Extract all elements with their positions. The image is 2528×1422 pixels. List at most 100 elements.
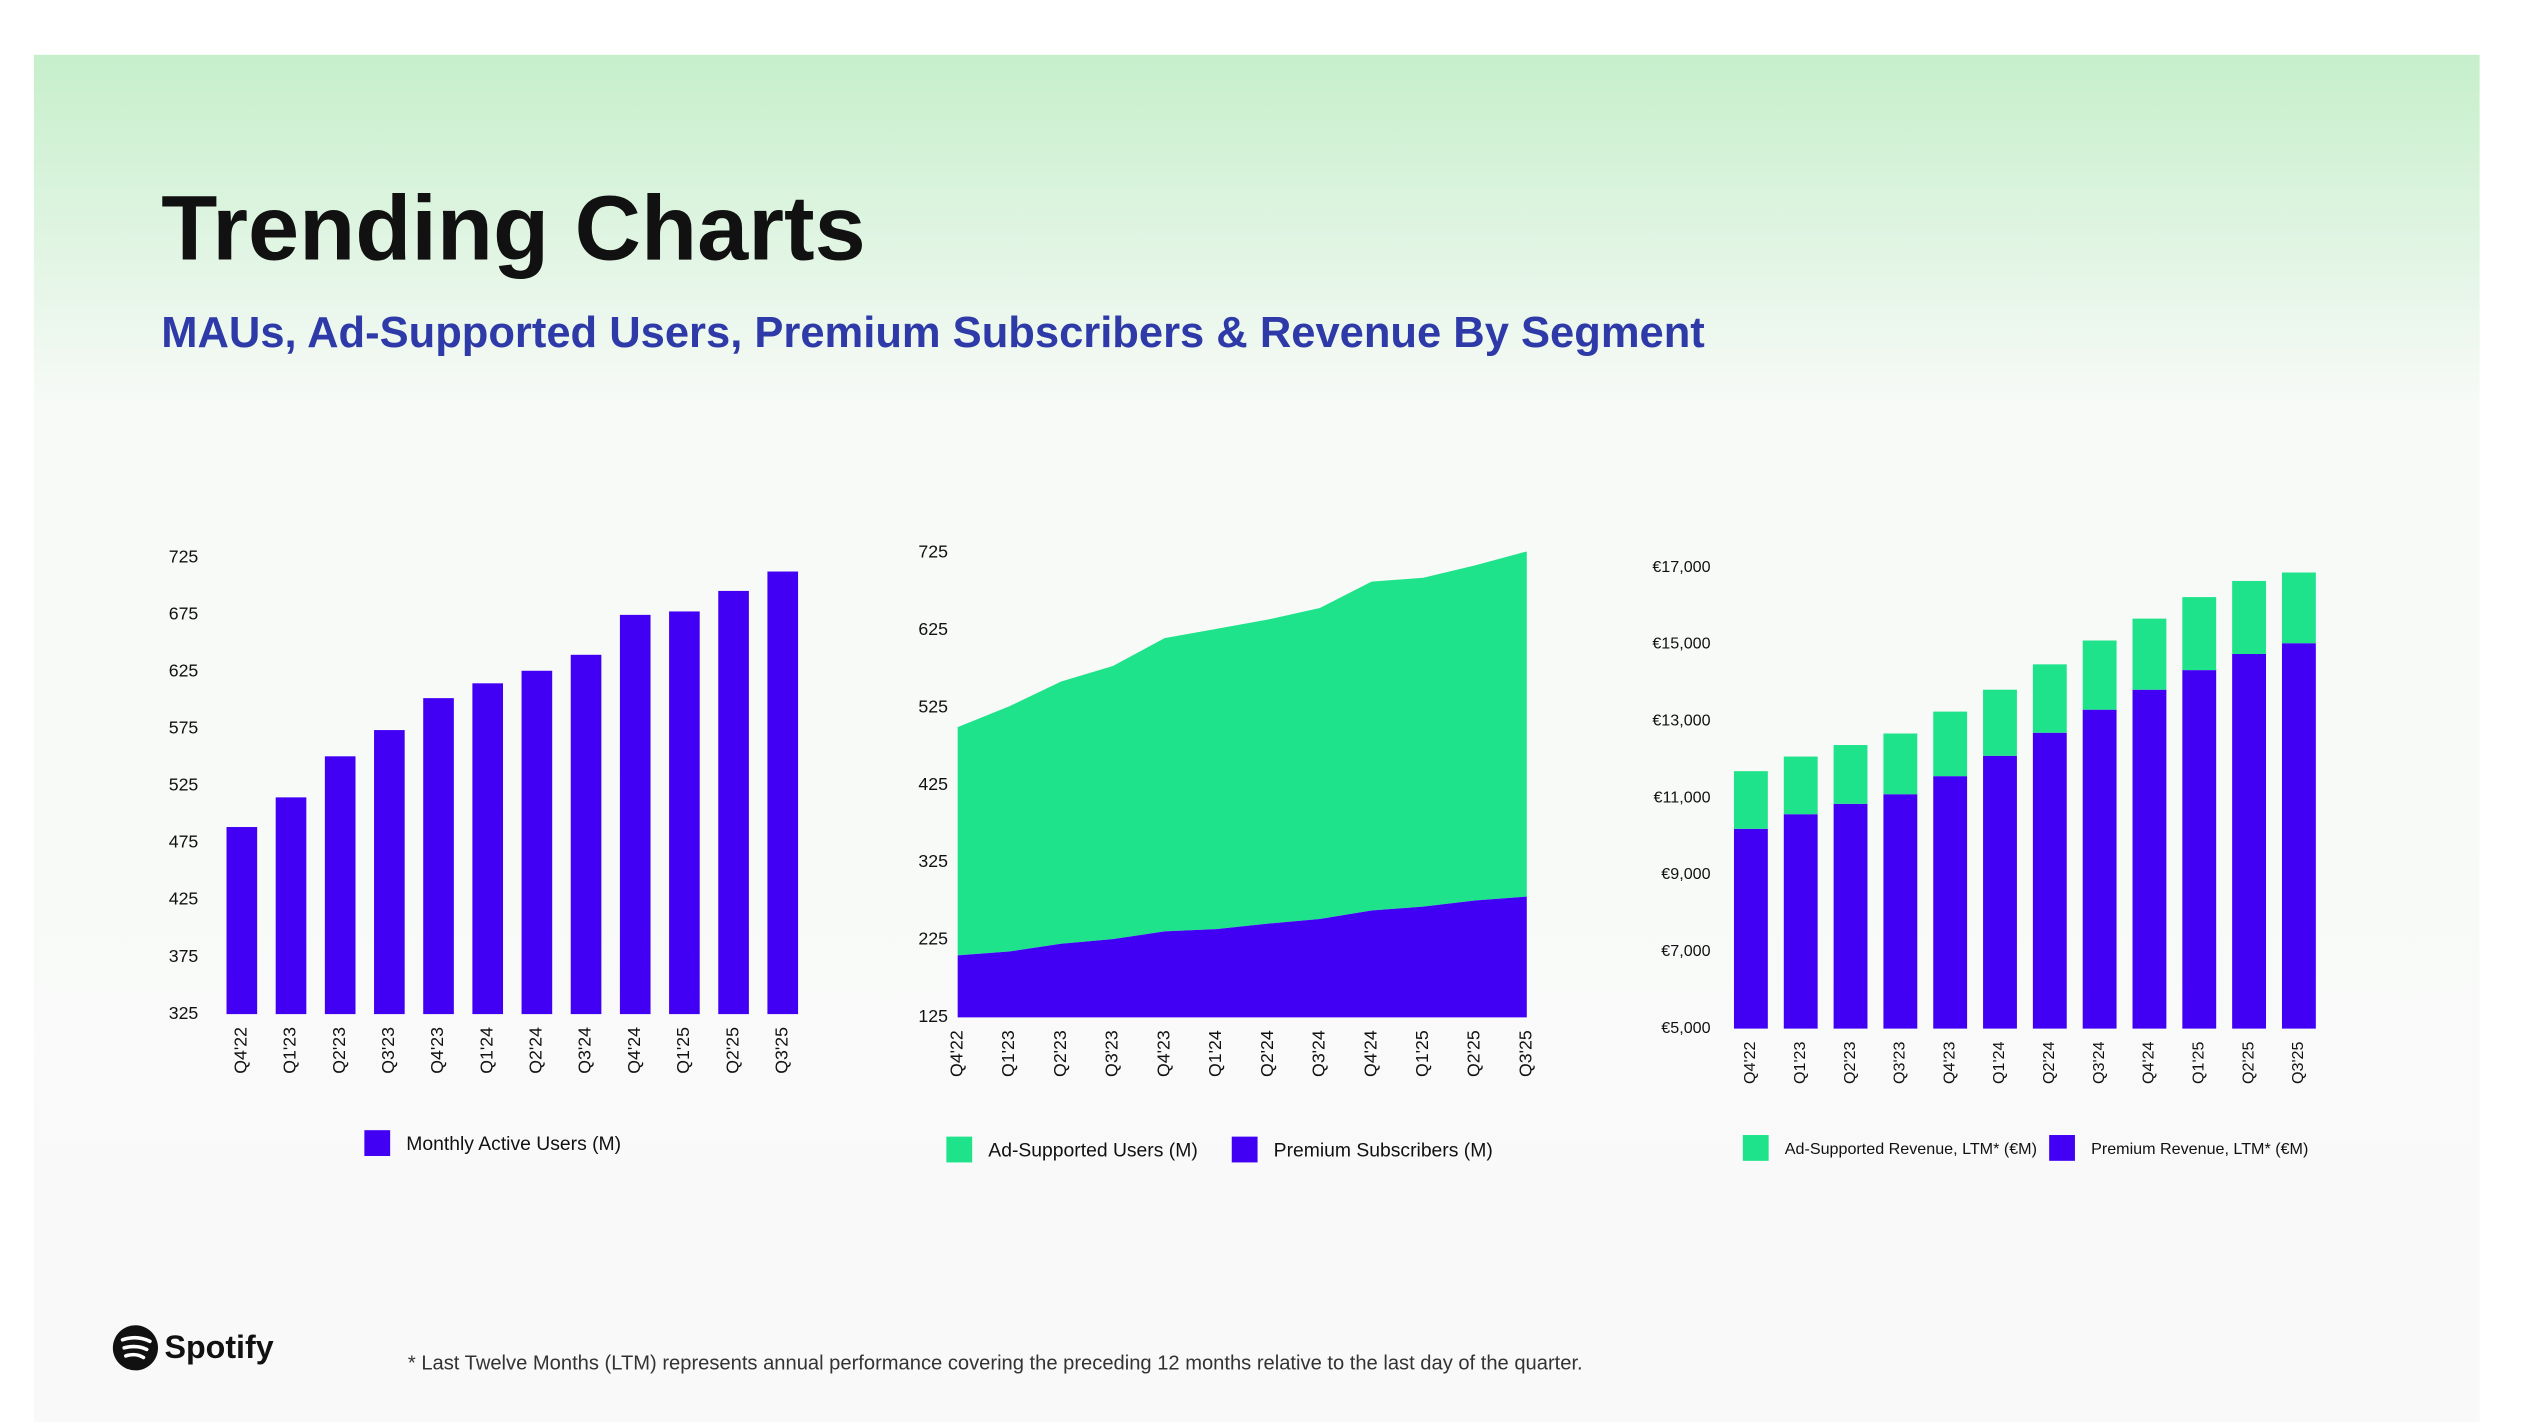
legend-swatch xyxy=(1231,1136,1258,1163)
bar xyxy=(1983,689,2017,756)
title: Trending Charts xyxy=(161,178,865,280)
x-tick-label: Q4'24 xyxy=(624,1027,644,1074)
bar xyxy=(472,683,504,1015)
subtitle: MAUs, Ad-Supported Users, Premium Subscr… xyxy=(161,309,1705,357)
spotify-logo: Spotify xyxy=(112,1325,274,1371)
x-tick-label: Q3'25 xyxy=(1515,1030,1535,1077)
y-tick-label: 525 xyxy=(169,775,199,795)
y-tick-label: €17,000 xyxy=(1652,558,1710,576)
y-tick-label: 225 xyxy=(918,929,948,949)
bar xyxy=(1983,755,2017,1029)
area xyxy=(957,551,1527,956)
bar xyxy=(2082,640,2117,710)
bar xyxy=(2182,597,2217,671)
x-tick-label: Q2'25 xyxy=(2239,1041,2257,1084)
x-tick-label: Q3'24 xyxy=(575,1027,595,1074)
x-tick-label: Q2'25 xyxy=(722,1027,742,1074)
x-tick-label: Q4'23 xyxy=(1153,1030,1173,1077)
bar xyxy=(374,730,405,1015)
legend-label: Premium Revenue, LTM* (€M) xyxy=(2091,1140,2308,1158)
bar xyxy=(2132,689,2167,1029)
legend-label: Ad-Supported Users (M) xyxy=(988,1139,1197,1161)
bar xyxy=(2182,670,2217,1029)
y-tick-label: €5,000 xyxy=(1661,1019,1710,1037)
y-tick-label: 475 xyxy=(169,832,199,852)
y-tick-label: 375 xyxy=(169,946,199,966)
bar xyxy=(275,797,307,1015)
y-tick-label: 425 xyxy=(918,774,948,794)
y-tick-label: 325 xyxy=(169,1003,199,1023)
x-tick-label: Q3'23 xyxy=(378,1027,398,1074)
bar xyxy=(767,571,799,1015)
y-tick-label: 725 xyxy=(918,542,948,562)
bar xyxy=(1833,745,1868,804)
x-tick-label: Q1'23 xyxy=(998,1030,1018,1077)
legend-swatch xyxy=(1742,1135,1769,1161)
x-tick-label: Q1'23 xyxy=(1791,1041,1809,1084)
x-tick-label: Q1'25 xyxy=(673,1027,693,1074)
bar xyxy=(1933,776,1968,1029)
x-tick-label: Q2'24 xyxy=(2040,1041,2058,1084)
x-tick-label: Q4'24 xyxy=(1360,1030,1380,1077)
legend-swatch xyxy=(364,1130,391,1156)
bar xyxy=(1783,814,1818,1029)
bar xyxy=(1733,771,1768,829)
x-tick-label: Q4'22 xyxy=(231,1027,251,1074)
y-tick-label: €9,000 xyxy=(1661,865,1710,883)
bar xyxy=(324,756,356,1015)
x-tick-label: Q4'23 xyxy=(1940,1041,1958,1084)
x-tick-label: Q4'22 xyxy=(1741,1041,1759,1084)
x-tick-label: Q2'23 xyxy=(1050,1030,1070,1077)
bar xyxy=(1783,756,1818,815)
x-tick-label: Q2'25 xyxy=(1464,1030,1484,1077)
bar xyxy=(226,827,258,1015)
x-tick-label: Q2'24 xyxy=(526,1027,546,1074)
y-tick-label: €15,000 xyxy=(1652,635,1710,653)
x-tick-label: Q3'23 xyxy=(1891,1041,1909,1084)
y-tick-label: €13,000 xyxy=(1652,711,1710,729)
y-tick-label: 425 xyxy=(169,889,199,909)
bar xyxy=(2232,580,2267,654)
legend-swatch xyxy=(946,1136,973,1163)
logo-text: Spotify xyxy=(164,1329,273,1365)
bar xyxy=(1833,803,1868,1029)
x-tick-label: Q1'25 xyxy=(1412,1030,1432,1077)
x-tick-label: Q1'25 xyxy=(2190,1041,2208,1084)
x-tick-label: Q1'23 xyxy=(280,1027,300,1074)
legend-label: Monthly Active Users (M) xyxy=(406,1133,621,1155)
y-tick-label: 625 xyxy=(918,619,948,639)
y-tick-label: €7,000 xyxy=(1661,942,1710,960)
bar xyxy=(1733,828,1768,1029)
x-tick-label: Q2'24 xyxy=(1257,1030,1277,1077)
y-tick-label: 325 xyxy=(918,851,948,871)
x-tick-label: Q2'23 xyxy=(1841,1041,1859,1084)
footnote: * Last Twelve Months (LTM) represents an… xyxy=(408,1352,1583,1374)
bar xyxy=(2281,572,2316,644)
y-tick-label: 725 xyxy=(169,547,199,567)
x-tick-label: Q2'23 xyxy=(329,1027,349,1074)
y-tick-label: 575 xyxy=(169,718,199,738)
x-tick-label: Q4'22 xyxy=(946,1030,966,1077)
x-tick-label: Q3'24 xyxy=(2090,1041,2108,1084)
y-tick-label: 675 xyxy=(169,604,199,624)
x-tick-label: Q1'24 xyxy=(1990,1041,2008,1084)
x-tick-label: Q3'23 xyxy=(1102,1030,1122,1077)
x-tick-label: Q3'24 xyxy=(1309,1030,1329,1077)
bar xyxy=(1933,711,1968,777)
bar xyxy=(718,590,749,1015)
bar xyxy=(619,614,651,1015)
x-tick-label: Q4'23 xyxy=(427,1027,447,1074)
bar xyxy=(669,611,700,1015)
bar xyxy=(2082,709,2117,1029)
bar xyxy=(1883,794,1918,1029)
bar xyxy=(2032,664,2067,733)
x-tick-label: Q1'24 xyxy=(476,1027,496,1074)
bar xyxy=(570,654,602,1015)
y-tick-label: €11,000 xyxy=(1654,788,1711,806)
bar xyxy=(521,670,553,1015)
bar xyxy=(2232,653,2267,1029)
bar xyxy=(2132,618,2167,690)
area xyxy=(957,896,1527,1018)
y-tick-label: 525 xyxy=(918,696,948,716)
